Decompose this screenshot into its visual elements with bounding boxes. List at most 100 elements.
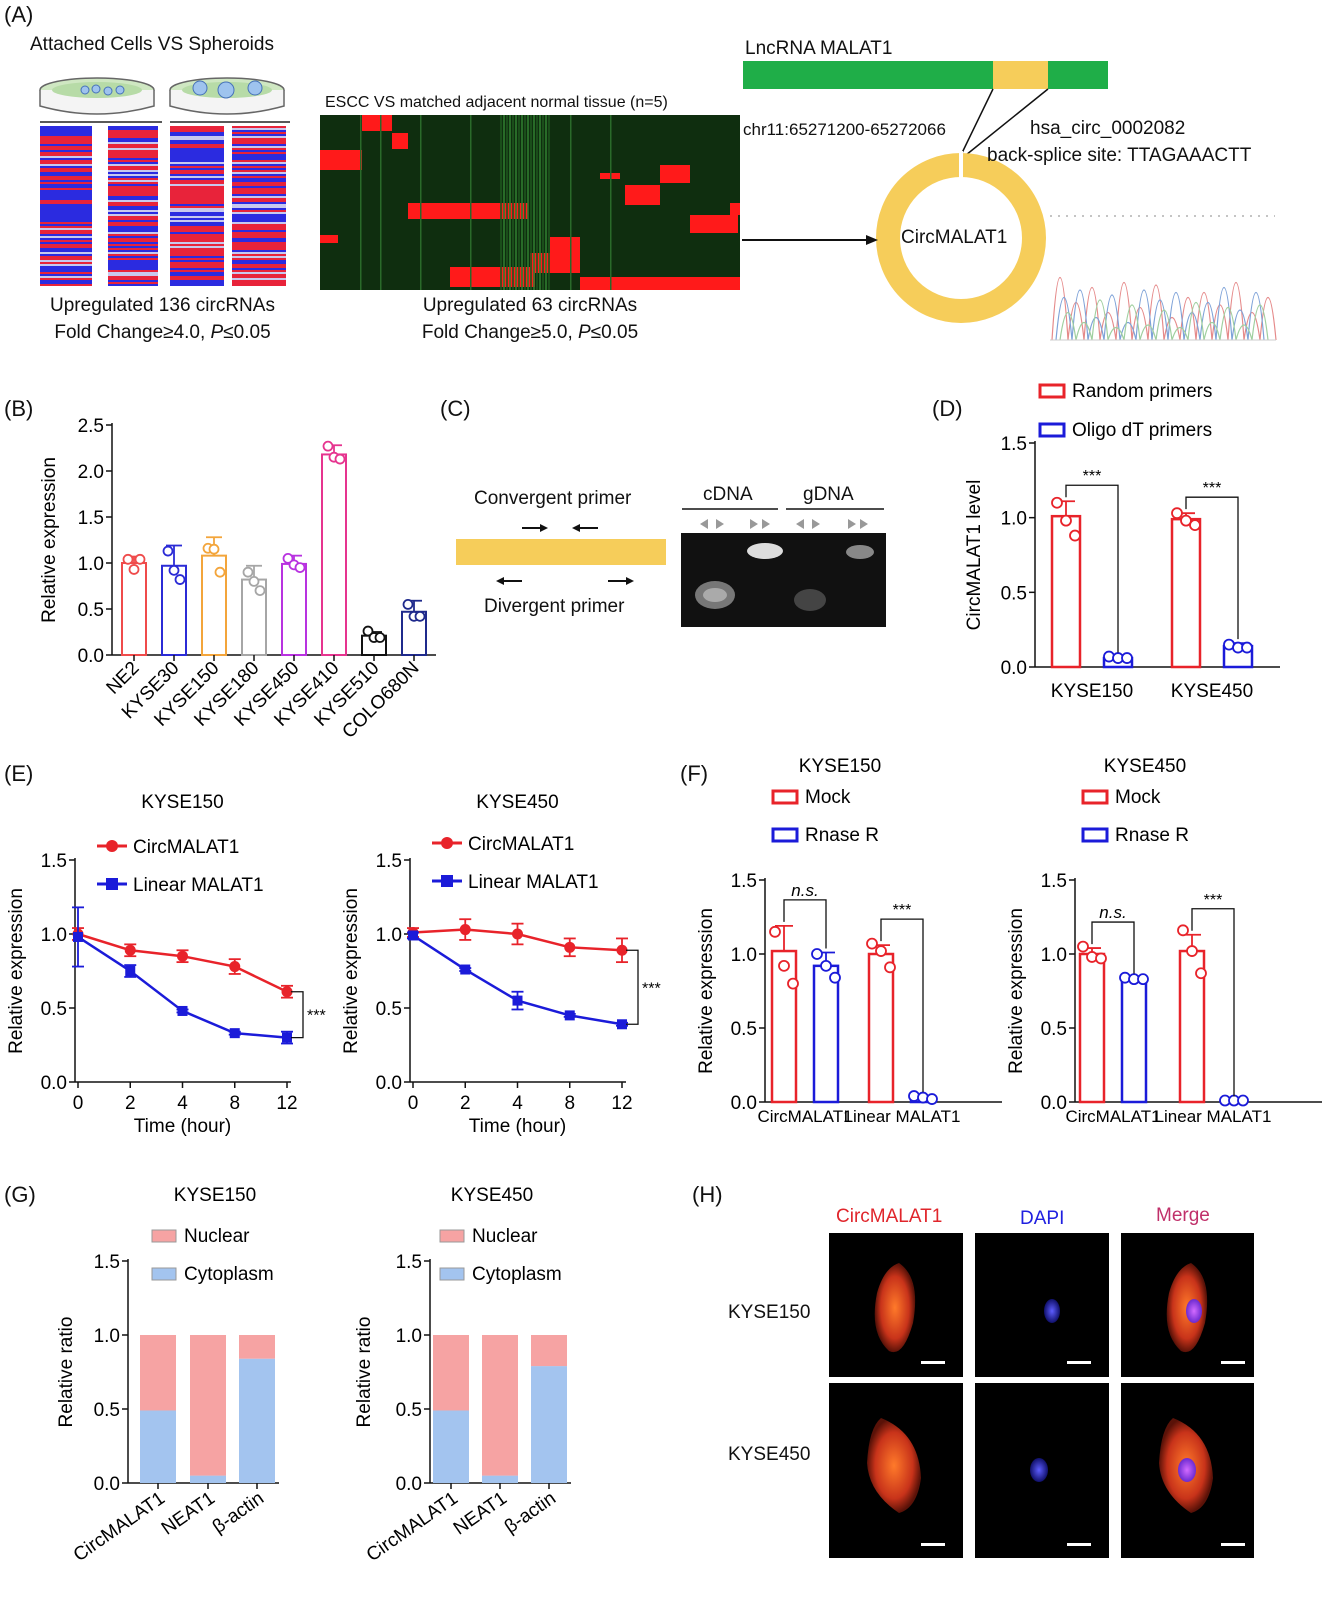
bar-cytoplasm <box>433 1410 469 1483</box>
heatmap-row <box>232 240 286 242</box>
heatmap-row <box>170 182 224 184</box>
x-tick-label: Linear MALAT1 <box>1155 1107 1272 1126</box>
heatmap-row <box>170 274 224 276</box>
heatmap-row <box>108 136 158 138</box>
heatmap-row <box>232 154 286 156</box>
panel-a-left-caption2: Fold Change≥4.0, P≤0.05 <box>54 322 271 343</box>
heatmap-row <box>108 200 158 202</box>
heatmap-row <box>108 142 158 144</box>
heatmap-row <box>232 184 286 186</box>
heatmap-row <box>170 148 224 150</box>
heatmap-row <box>232 148 286 150</box>
heatmap-row <box>40 164 92 166</box>
panel-label-e: (E) <box>4 761 34 786</box>
heatmap-row <box>108 138 158 140</box>
heatmap-row <box>232 234 286 236</box>
y-tick-label: 0.5 <box>94 1400 120 1421</box>
y-tick-label: 2.5 <box>78 416 104 437</box>
data-point <box>362 625 374 637</box>
bar-cytoplasm <box>190 1475 226 1483</box>
heatmap-row <box>40 234 92 236</box>
heatmap-row <box>108 216 158 218</box>
heatmap-row <box>108 208 158 210</box>
heatmap-row <box>108 160 158 162</box>
heatmap-row <box>232 246 286 248</box>
heatmap-row <box>232 216 286 218</box>
bar <box>812 964 840 1104</box>
bar-cytoplasm <box>531 1366 567 1483</box>
data-point <box>460 964 471 975</box>
heatmap-row <box>170 240 224 242</box>
heatmap-row <box>170 224 224 226</box>
x-tick-label: 2 <box>460 1093 471 1114</box>
heatmap-row <box>232 258 286 260</box>
heatmap-row <box>40 204 92 206</box>
heatmap-row <box>40 138 92 140</box>
data-point <box>866 937 878 950</box>
bar <box>770 949 798 1104</box>
heatmap-row <box>170 132 224 134</box>
heatmap-row <box>40 172 92 174</box>
heatmap-row <box>170 258 224 260</box>
data-point <box>820 959 832 972</box>
circ-template-bar <box>456 539 666 565</box>
heatmap-column <box>536 115 538 290</box>
heatmap-row <box>108 162 158 164</box>
row-label-kyse150: KYSE150 <box>728 1302 811 1323</box>
heatmap-row <box>108 148 158 150</box>
heatmap-column <box>610 115 612 290</box>
heatmap-column <box>570 115 572 290</box>
data-point <box>134 553 146 565</box>
legend-label: Mock <box>1115 787 1161 808</box>
data-point <box>617 1019 627 1030</box>
heatmap-row <box>170 236 224 238</box>
heatmap-row <box>40 230 92 232</box>
heatmap-row <box>108 132 158 134</box>
heatmap-row <box>40 212 92 214</box>
heatmap-row <box>170 154 224 156</box>
heatmap-row <box>40 146 92 148</box>
backsplice-site: back-splice site: TTAGAAACTT <box>987 145 1252 166</box>
heatmap-row <box>40 214 92 216</box>
heatmap-row <box>108 198 158 200</box>
heatmap-row <box>40 278 92 280</box>
heatmap-row <box>170 226 224 228</box>
heatmap-row <box>170 156 224 158</box>
heatmap-row <box>232 136 286 138</box>
heatmap-row <box>108 254 158 256</box>
x-tick-label: 8 <box>229 1093 240 1114</box>
significance-bracket <box>1185 496 1239 640</box>
significance-label: *** <box>1083 468 1102 485</box>
heatmap-row <box>108 274 158 276</box>
heatmap-row <box>108 244 158 246</box>
heatmap-row <box>108 272 158 274</box>
bar <box>1170 517 1202 669</box>
heatmap-row <box>232 260 286 262</box>
x-tick-label: β-actin <box>501 1488 560 1538</box>
heatmap-row <box>108 178 158 180</box>
heatmap-row <box>108 248 158 250</box>
chart-title: KYSE150 <box>141 792 223 813</box>
heatmap-row <box>170 246 224 248</box>
heatmap-row <box>232 218 286 220</box>
heatmap-row <box>108 168 158 170</box>
significance-label: *** <box>642 980 661 997</box>
heatmap-row <box>40 232 92 234</box>
significance-bracket <box>626 949 639 1025</box>
heatmap-row <box>170 262 224 264</box>
heatmap-row <box>232 268 286 270</box>
heatmap-row <box>40 136 92 138</box>
heatmap-row <box>108 234 158 236</box>
heatmap-row <box>232 256 286 258</box>
heatmap-row <box>232 236 286 238</box>
legend-swatch <box>151 1267 177 1281</box>
heatmap-row <box>40 236 92 238</box>
bar-nuclear <box>140 1335 176 1411</box>
heatmap-row <box>40 192 92 194</box>
chart-g-kyse450-fraction: 0.0 0.5 1.0 1.5 Relative ratio KYSE450 Nuclear… <box>354 1185 571 1566</box>
significance-label: *** <box>307 1008 326 1025</box>
heatmap-row <box>170 252 224 254</box>
x-tick-label: Linear MALAT1 <box>844 1107 961 1126</box>
heatmap-row <box>232 194 286 196</box>
x-tick-label: 0 <box>408 1093 419 1114</box>
